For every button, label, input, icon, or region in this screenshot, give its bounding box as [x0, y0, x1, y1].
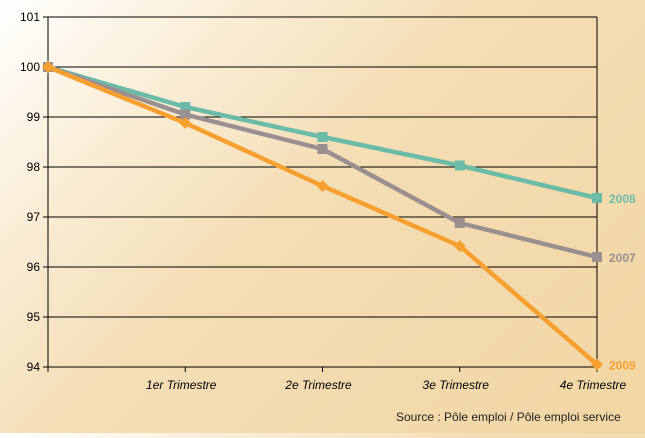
y-tick-label: 98 [27, 160, 41, 174]
series-label-2007: 2007 [609, 251, 636, 265]
data-point-2009 [316, 180, 329, 192]
x-tick-label: 2e Trimestre [284, 378, 352, 392]
data-point-2008 [180, 102, 191, 112]
series-label-2008: 2008 [609, 192, 636, 206]
source-note: Source : Pôle emploi / Pôle emploi servi… [396, 410, 621, 424]
y-tick-label: 95 [27, 310, 41, 324]
data-point-2009 [42, 61, 54, 73]
series-label-2009: 2009 [609, 359, 636, 373]
data-point-2008 [317, 132, 328, 142]
data-point-2009 [179, 117, 192, 129]
data-point-2007 [454, 218, 465, 228]
data-point-2008 [592, 193, 602, 203]
x-tick-label: 3e Trimestre [423, 378, 490, 392]
x-tick-label: 1er Trimestre [146, 378, 217, 392]
data-point-2009 [591, 358, 603, 371]
y-tick-label: 100 [20, 60, 40, 74]
y-tick-label: 99 [27, 110, 41, 124]
x-tick-label: 4e Trimestre [560, 378, 627, 392]
data-point-2007 [592, 252, 602, 262]
y-tick-label: 97 [27, 210, 41, 224]
data-point-2008 [454, 160, 465, 171]
data-point-2007 [180, 109, 191, 120]
y-tick-label: 96 [27, 260, 41, 274]
y-tick-label: 94 [27, 360, 41, 374]
y-tick-label: 101 [20, 10, 40, 24]
data-point-2009 [453, 240, 466, 252]
data-point-2007 [317, 144, 328, 154]
